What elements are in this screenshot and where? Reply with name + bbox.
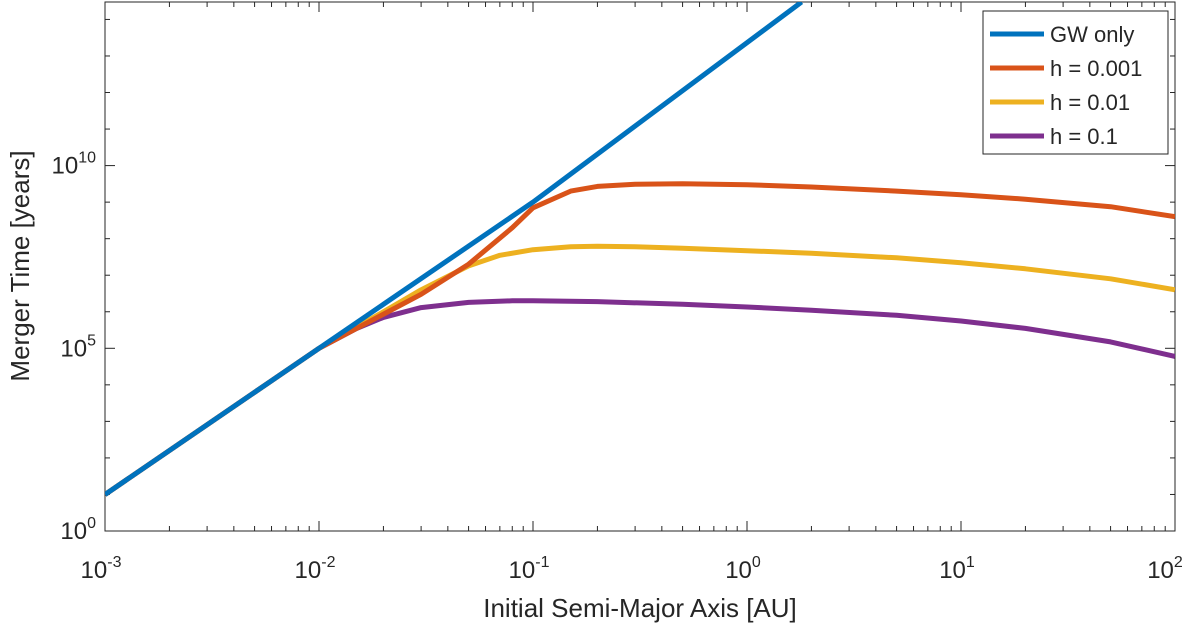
legend-entries: GW only h = 0.001 h = 0.01 h = 0.1 [990,22,1142,149]
y-tick-label: 100 [60,515,96,545]
x-tick-label: 10-3 [81,554,122,584]
major-ticks [104,2,1176,532]
x-tick-base: 10 [81,557,108,584]
y-axis-label: Merger Time [years] [5,150,35,381]
y-tick-label: 1010 [52,150,97,180]
x-tick-label: 101 [939,554,975,584]
x-tick-label: 102 [1147,554,1183,584]
x-tick-base: 10 [725,557,752,584]
x-tick-base: 10 [509,557,536,584]
y-tick-exponent: 10 [78,150,96,167]
x-axis-label: Initial Semi-Major Axis [AU] [483,593,797,623]
legend-label: h = 0.001 [1050,56,1142,81]
legend: GW only h = 0.001 h = 0.01 h = 0.1 [982,10,1169,155]
minor-ticks [105,2,1175,531]
y-tick-base: 10 [60,335,87,362]
x-tick-exponent: 1 [966,554,975,571]
y-tick-label: 105 [60,332,96,362]
x-tick-base: 10 [939,557,966,584]
y-tick-exponent: 0 [87,515,96,532]
x-tick-label: 10-1 [509,554,550,584]
x-tick-exponent: -3 [107,554,121,571]
x-tick-base: 10 [295,557,322,584]
x-tick-labels: 10-3 10-2 10-1 100 101 102 [81,554,1183,584]
legend-label: h = 0.01 [1050,90,1130,115]
series-line-3 [105,243,1175,497]
y-tick-exponent: 5 [87,332,96,349]
legend-label: h = 0.1 [1050,124,1118,149]
x-tick-exponent: 2 [1174,554,1183,571]
y-tick-base: 10 [52,153,79,180]
x-tick-exponent: -1 [535,554,549,571]
x-tick-base: 10 [1147,557,1174,584]
series-line-1 [105,2,804,497]
series-lines [105,2,1175,497]
legend-label: GW only [1050,22,1134,47]
x-tick-exponent: 0 [752,554,761,571]
y-tick-base: 10 [60,518,87,545]
x-tick-label: 100 [725,554,761,584]
x-tick-exponent: -2 [321,554,335,571]
series-line-2 [105,181,1175,497]
x-tick-label: 10-2 [295,554,336,584]
